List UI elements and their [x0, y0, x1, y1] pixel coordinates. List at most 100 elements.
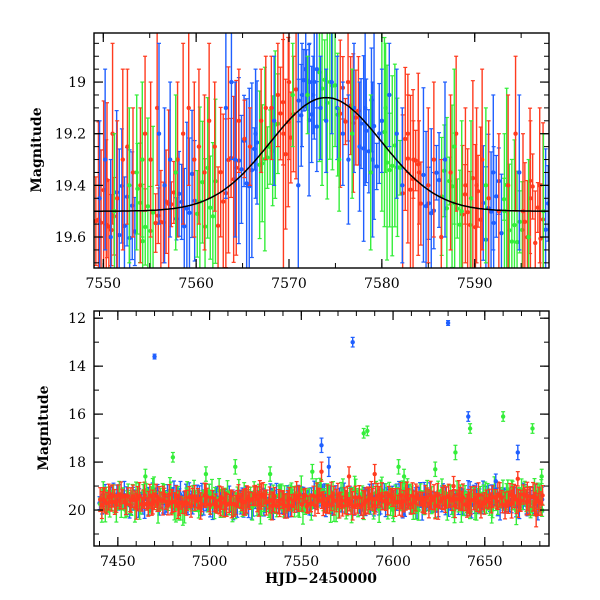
data-point [546, 165, 549, 242]
data-point [372, 463, 377, 485]
data-point [349, 68, 355, 199]
data-point [357, 81, 362, 212]
data-point [465, 148, 470, 268]
data-point [365, 425, 370, 437]
top-panel-frame [93, 32, 550, 269]
data-point [247, 107, 253, 186]
data-point [486, 120, 491, 268]
data-point [134, 94, 139, 251]
data-point [125, 68, 130, 225]
data-point [517, 94, 522, 251]
data-point [239, 114, 244, 224]
baseline-point [373, 485, 378, 513]
data-point [319, 437, 324, 454]
baseline-point [130, 484, 136, 509]
data-point [263, 55, 268, 161]
data-point [192, 81, 197, 238]
data-point [530, 423, 535, 434]
data-point [232, 81, 238, 238]
data-point [466, 411, 471, 422]
data-point [340, 81, 346, 186]
baseline-point [236, 484, 241, 509]
baseline-point [180, 497, 185, 515]
data-point [509, 158, 515, 268]
data-point [229, 33, 234, 161]
data-point [403, 66, 408, 212]
data-point [397, 139, 403, 196]
data-point [379, 68, 385, 174]
data-point [494, 154, 499, 238]
data-point [423, 130, 429, 268]
data-point [258, 68, 264, 174]
data-point [453, 55, 459, 212]
data-point [267, 466, 273, 482]
data-point [474, 107, 479, 264]
data-point [102, 68, 108, 251]
data-point [167, 81, 173, 238]
data-point [208, 155, 213, 260]
x-tick-label: 7450 [100, 554, 136, 570]
data-point [533, 190, 538, 268]
data-point [170, 451, 176, 463]
y-tick-label: 20 [68, 503, 86, 519]
data-point [396, 459, 401, 475]
data-point [526, 158, 531, 268]
data-point [200, 120, 205, 244]
data-point [244, 98, 249, 268]
data-point [212, 81, 217, 212]
data-point [442, 81, 448, 238]
data-point [463, 107, 468, 264]
data-point [127, 107, 132, 264]
data-point [156, 42, 162, 225]
data-point [271, 55, 277, 186]
data-point [249, 82, 255, 259]
data-point [392, 63, 398, 228]
data-point [152, 353, 157, 360]
data-point [283, 78, 288, 230]
data-point [451, 475, 456, 497]
data-point [162, 107, 167, 264]
top-ylabel: Magnitude [29, 107, 45, 192]
y-tick-label: 19.6 [55, 230, 86, 246]
data-point [223, 33, 229, 199]
data-point [426, 107, 431, 264]
bottom-ylabel: Magnitude [36, 385, 52, 470]
data-point [182, 167, 187, 268]
data-point [533, 502, 539, 528]
data-point [310, 55, 316, 135]
data-point [411, 120, 416, 199]
baseline-point [366, 486, 372, 511]
data-point [104, 102, 110, 259]
baseline-point [214, 499, 220, 514]
data-point [368, 94, 373, 251]
bottom-panel-ticks: 7450 7500 7550 7600 7650 12 14 16 18 20 [68, 311, 549, 570]
data-point [483, 107, 489, 264]
data-point [326, 456, 332, 478]
baseline-point [219, 486, 225, 510]
data-point [362, 33, 368, 186]
baseline-point [292, 486, 297, 513]
data-point [323, 68, 329, 174]
y-tick-label: 19.2 [55, 127, 86, 143]
data-point [319, 461, 324, 482]
data-point [120, 68, 125, 251]
data-point [467, 423, 473, 434]
y-tick-label: 18 [68, 455, 86, 471]
data-point [383, 42, 388, 174]
bottom-panel-frame [93, 310, 550, 547]
data-point [491, 94, 496, 251]
y-tick-label: 19 [68, 75, 86, 91]
data-point [184, 121, 190, 268]
data-point [215, 166, 221, 268]
data-point [416, 120, 422, 225]
data-point [117, 148, 122, 268]
data-point [539, 468, 544, 485]
baseline-point [363, 487, 368, 514]
data-point [318, 55, 323, 161]
data-point [329, 33, 334, 135]
y-tick-label: 19.4 [55, 178, 86, 194]
baseline-point [411, 490, 416, 515]
data-point [346, 466, 352, 487]
data-point [421, 87, 426, 263]
